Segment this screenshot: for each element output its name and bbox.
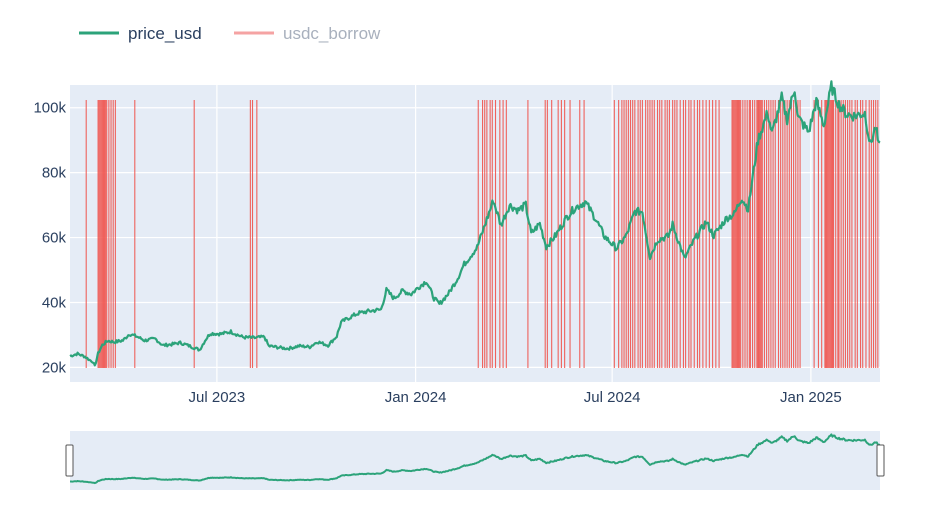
y-tick-label: 40k <box>42 294 67 311</box>
x-axis: Jul 2023 Jan 2024 Jul 2024 Jan 2025 <box>189 389 842 406</box>
legend-label-price: price_usd <box>128 24 202 43</box>
legend-item-borrow[interactable]: usdc_borrow <box>234 24 381 43</box>
legend-item-price[interactable]: price_usd <box>79 24 202 43</box>
price-line <box>69 80 881 367</box>
range-slider-line <box>70 433 881 485</box>
x-tick-label: Jul 2023 <box>189 389 246 406</box>
x-tick-label: Jul 2024 <box>584 389 641 406</box>
legend[interactable]: price_usd usdc_borrow <box>79 24 381 43</box>
price-usd-series <box>69 80 881 367</box>
legend-label-borrow: usdc_borrow <box>283 24 381 43</box>
y-tick-label: 20k <box>42 359 67 376</box>
range-slider-right-handle[interactable] <box>876 444 885 477</box>
y-tick-label: 60k <box>42 230 67 247</box>
range-slider-left-handle[interactable] <box>65 444 74 477</box>
x-tick-label: Jan 2025 <box>780 389 842 406</box>
y-tick-label: 100k <box>33 100 66 117</box>
y-tick-label: 80k <box>42 165 67 182</box>
range-slider-background[interactable] <box>70 431 880 490</box>
x-tick-label: Jan 2024 <box>385 389 447 406</box>
range-slider-trace <box>70 433 881 485</box>
y-axis: 20k 40k 60k 80k 100k <box>33 100 66 377</box>
